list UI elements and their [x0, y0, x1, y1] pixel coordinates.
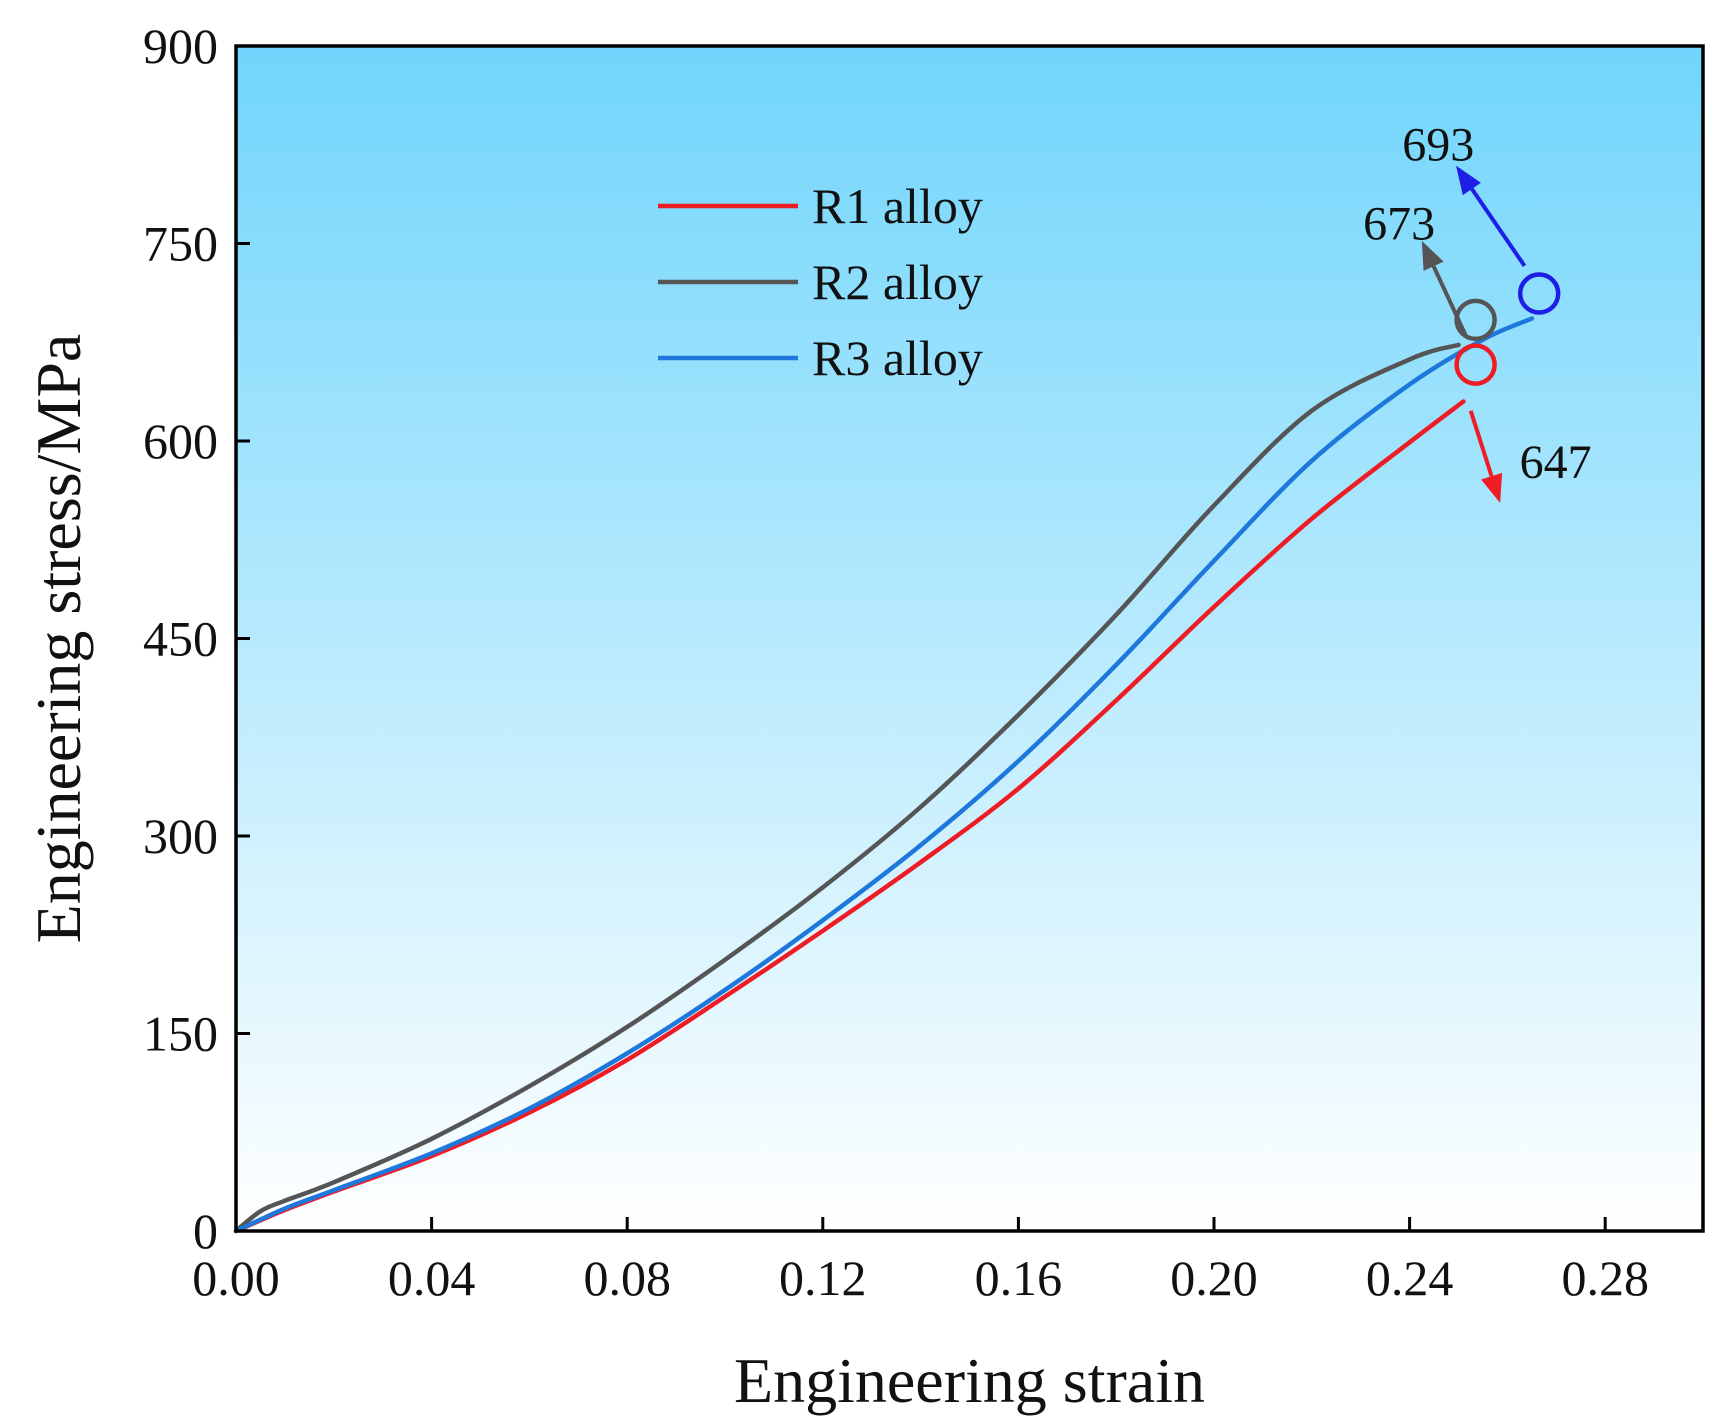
- peak-marker-circle: [1517, 272, 1561, 315]
- y-tick-label: 300: [143, 808, 218, 864]
- series-line-r1-alloy: [233, 399, 1466, 1234]
- y-tick-label: 450: [143, 611, 218, 667]
- peak-annotations: 647 673 693: [1363, 119, 1592, 503]
- series-line-r2-alloy: [233, 342, 1461, 1234]
- series-layer: [233, 316, 1535, 1234]
- x-tick-label: 0.00: [192, 1250, 280, 1306]
- y-axis-title: Engineering stress/MPa: [23, 334, 94, 944]
- peak-value-label: 673: [1363, 198, 1435, 251]
- peak-arrow-head: [1481, 472, 1503, 503]
- peak-value-label: 647: [1520, 436, 1592, 489]
- peak-arrow-shaft: [1468, 410, 1494, 477]
- peak-arrow-shaft: [1470, 187, 1527, 268]
- y-tick-label: 600: [143, 413, 218, 469]
- x-tick-label: 0.12: [779, 1250, 867, 1306]
- x-tick-label: 0.24: [1366, 1250, 1454, 1306]
- x-axis-title: Engineering strain: [734, 1345, 1205, 1416]
- legend-label-r3-alloy: R3 alloy: [812, 330, 983, 386]
- legend-label-r1-alloy: R1 alloy: [812, 178, 983, 234]
- x-tick-label: 0.04: [388, 1250, 476, 1306]
- peak-arrow-shaft: [1431, 265, 1468, 337]
- x-tick-label: 0.08: [583, 1250, 671, 1306]
- x-axis: 0.00 0.04 0.08 0.12 0.16 0.20 0.24 0.28: [192, 1217, 1649, 1306]
- y-tick-label: 750: [143, 216, 218, 272]
- y-tick-label: 0: [193, 1203, 218, 1259]
- plot-area-background: [236, 46, 1703, 1231]
- peak-arrow-head: [1421, 240, 1444, 271]
- peak-value-label: 693: [1402, 119, 1474, 172]
- series-line-r3-alloy: [233, 316, 1535, 1234]
- y-tick-label: 900: [143, 18, 218, 74]
- legend-label-r2-alloy: R2 alloy: [812, 254, 983, 310]
- x-tick-label: 0.20: [1170, 1250, 1258, 1306]
- x-tick-label: 0.16: [975, 1250, 1063, 1306]
- peak-arrow-head: [1456, 165, 1481, 196]
- legend: R1 alloy R2 alloy R3 alloy: [658, 178, 983, 386]
- x-tick-label: 0.28: [1561, 1250, 1649, 1306]
- y-axis: 0 150 300 450 600 750 900: [143, 18, 250, 1259]
- y-tick-label: 150: [143, 1006, 218, 1062]
- peak-marker-circle: [1454, 343, 1497, 386]
